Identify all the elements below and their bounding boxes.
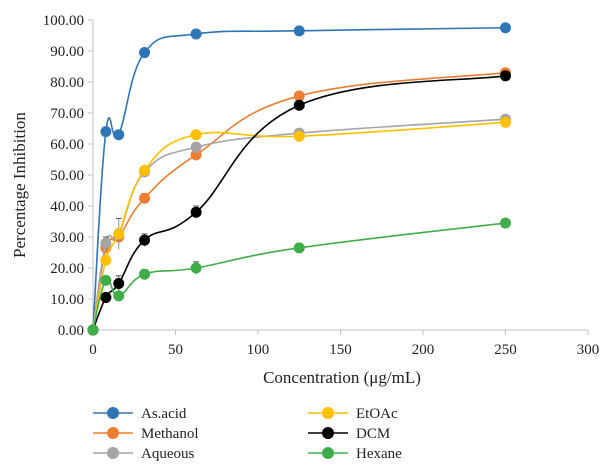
data-point-etoac (293, 130, 305, 142)
data-point-as-acid (113, 129, 125, 141)
legend-item-dcm: DCM (308, 426, 390, 442)
data-point-dcm (190, 206, 202, 218)
series-as-acid (87, 22, 511, 336)
data-point-as-acid (139, 47, 151, 59)
legend-marker (322, 447, 334, 459)
data-point-hexane (139, 268, 151, 280)
legend-marker (322, 407, 334, 419)
data-point-dcm (100, 291, 112, 303)
series-dcm (87, 70, 511, 336)
series-line-methanol (92, 71, 506, 331)
legend-label: Hexane (356, 446, 402, 462)
chart-legend: As.acid Methanol Aqueous EtOAc DCM Hexane (93, 406, 402, 462)
data-point-methanol (139, 192, 151, 204)
data-point-etoac (500, 116, 511, 128)
x-tick-label: 50 (168, 342, 183, 358)
series-hexane (87, 217, 511, 336)
series-line-dcm (92, 75, 506, 331)
data-point-hexane (87, 324, 99, 336)
data-point-hexane (293, 242, 305, 254)
data-point-dcm (500, 70, 511, 82)
data-point-as-acid (500, 22, 511, 34)
data-point-dcm (139, 234, 151, 246)
series-line-aqueous (92, 118, 506, 331)
y-tick-label: 50.00 (50, 168, 84, 184)
legend-item-methanol: Methanol (93, 426, 199, 442)
data-point-hexane (100, 274, 112, 286)
series-line-as-acid (92, 26, 506, 331)
data-point-dcm (113, 278, 125, 289)
y-tick-label: 90.00 (50, 44, 84, 60)
legend-label: DCM (356, 426, 390, 442)
legend-marker (322, 427, 334, 439)
legend-label: As.acid (141, 406, 187, 422)
y-tick-label: 60.00 (50, 137, 84, 153)
legend-item-etoac: EtOAc (308, 406, 398, 422)
y-tick-label: 30.00 (50, 230, 84, 246)
data-point-hexane (190, 262, 202, 274)
series-aqueous (87, 113, 511, 336)
data-point-dcm (293, 99, 305, 111)
y-tick-label: 70.00 (50, 106, 84, 122)
series-etoac (87, 116, 511, 336)
data-point-etoac (100, 254, 112, 266)
x-tick-label: 250 (494, 342, 517, 358)
legend-label: EtOAc (356, 406, 398, 422)
series-line-etoac (92, 121, 506, 331)
data-point-methanol (293, 90, 305, 102)
x-tick-label: 200 (412, 342, 435, 358)
y-tick-label: 10.00 (50, 292, 84, 308)
data-point-aqueous (100, 237, 112, 249)
data-point-etoac (113, 228, 125, 240)
data-point-etoac (139, 164, 151, 176)
legend-label: Aqueous (141, 446, 194, 462)
series-layer (87, 22, 511, 336)
series-line-hexane (92, 222, 506, 331)
data-point-etoac (190, 129, 202, 141)
x-axis-title: Concentration (μg/mL) (263, 368, 421, 387)
x-tick-label: 300 (577, 342, 600, 358)
legend-label: Methanol (141, 426, 199, 442)
data-point-aqueous (190, 141, 202, 153)
legend-marker (107, 447, 119, 459)
y-tick-label: 40.00 (50, 199, 84, 215)
y-tick-label: 20.00 (50, 261, 84, 277)
legend-marker (107, 407, 119, 419)
y-tick-label: 100.00 (43, 13, 84, 29)
legend-item-aqueous: Aqueous (93, 446, 194, 462)
y-tick-label: 0.00 (58, 323, 84, 339)
legend-item-as-acid: As.acid (93, 406, 187, 422)
x-tick-label: 0 (89, 342, 97, 358)
data-point-hexane (500, 217, 511, 229)
legend-marker (107, 427, 119, 439)
chart-axes: 0 50 100 150 200 250 300 0.00 10.00 20.00 30.00 40.… (43, 13, 600, 358)
y-tick-label: 80.00 (50, 75, 84, 91)
data-point-as-acid (293, 25, 305, 37)
data-point-as-acid (190, 28, 202, 40)
x-tick-label: 100 (247, 342, 270, 358)
legend-item-hexane: Hexane (308, 446, 402, 462)
x-tick-label: 150 (329, 342, 352, 358)
data-point-as-acid (100, 126, 112, 138)
y-axis-title: Percentage Inhibition (10, 112, 29, 258)
data-point-methanol (190, 149, 202, 161)
data-point-hexane (113, 290, 125, 302)
